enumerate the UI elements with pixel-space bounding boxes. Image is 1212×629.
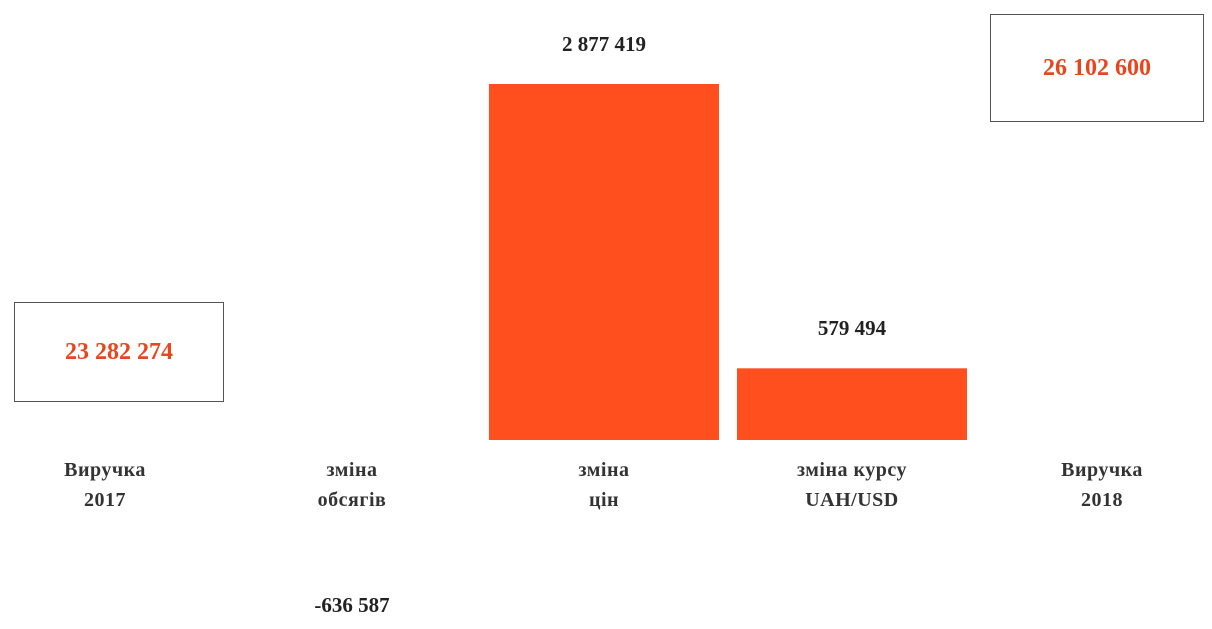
delta-value-label: 2 877 419	[562, 32, 646, 56]
category-label-line: Виручка	[1061, 459, 1143, 481]
delta-bar	[489, 84, 719, 440]
total-value-box: 26 102 600	[990, 14, 1204, 122]
category-label-line: цін	[588, 489, 620, 511]
total-value-label: 26 102 600	[1043, 54, 1151, 81]
category-label: Виручка 2018	[992, 455, 1212, 515]
delta-value-label: -636 587	[314, 593, 390, 617]
delta-bar	[737, 368, 967, 440]
delta-value-label: 579 494	[817, 316, 887, 341]
category-label-line: UAH/USD	[805, 489, 899, 511]
category-label: зміна курсу UAH/USD	[742, 455, 962, 515]
category-label-line: обсягів	[317, 489, 387, 511]
total-value-box: 23 282 274	[14, 302, 224, 402]
category-label-line: 2018	[1081, 489, 1123, 511]
category-label-line: зміна курсу	[797, 459, 907, 481]
category-label-line: зміна	[326, 459, 378, 481]
category-label-line: 2017	[84, 489, 126, 511]
category-label: зміна цін	[494, 455, 714, 515]
category-label: Виручка 2017	[0, 455, 215, 515]
total-value-label: 23 282 274	[65, 338, 173, 365]
category-label-line: зміна	[578, 459, 630, 481]
category-label: зміна обсягів	[242, 455, 462, 515]
category-label-line: Виручка	[64, 459, 146, 481]
